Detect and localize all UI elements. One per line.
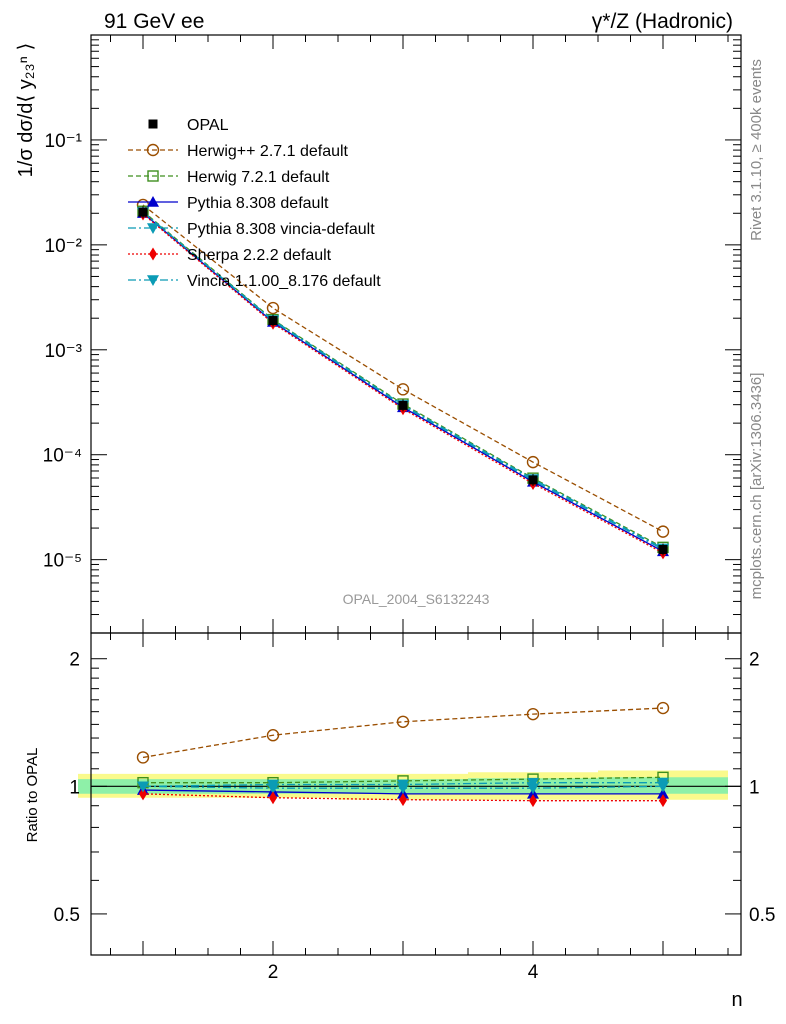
series-point-main [526,455,540,469]
legend-item-6: Vincia 1.1.00_8.176 default [128,273,381,290]
legend: OPAL Herwig++ 2.7.1 default Herwig 7.2.1 d… [128,117,381,290]
series-point-main [396,383,410,396]
reference-point [658,544,668,554]
main-y-tick-label: 10⁻³ [45,341,83,362]
x-tick-label: 2 [268,962,279,983]
series-point-ratio [529,794,537,808]
main-y-label: 1/σ dσ/d⟨ y₂₃ⁿ ⟩ [15,43,37,178]
ratio-y-label: Ratio to OPAL [24,748,41,843]
legend-marker [147,275,159,286]
legend-marker [149,247,157,261]
legend-item-0: OPAL [148,117,229,134]
legend-item-3: Pythia 8.308 default [128,195,329,212]
series-3 [137,207,669,795]
series-1 [137,205,669,789]
main-y-tick-label: 10⁻⁴ [43,446,82,467]
series-point-ratio [657,777,669,789]
series-point-ratio [139,787,147,801]
reference-point [398,400,408,410]
side-label-bottom: mcplots.cern.ch [arXiv:1306.3436] [748,373,765,600]
legend-item-4: Pythia 8.308 vincia-default [128,221,375,238]
series-point-ratio [266,729,280,742]
ratio-plot-frame [90,632,742,956]
series-point-ratio [527,777,539,789]
series-point-ratio [526,707,540,721]
reference-point [528,475,538,485]
reference-point [138,207,148,217]
ratio-y-tick-label-right: 1 [749,777,760,798]
legend-marker [147,223,159,234]
title-right: γ*/Z (Hadronic) [592,10,733,33]
ratio-y-tick-label-right: 0.5 [749,905,775,926]
legend-label: OPAL [187,117,229,134]
series-point-main [656,525,670,538]
reference-series [138,206,668,556]
series-point-main [266,301,280,315]
series-point-ratio [527,783,539,795]
series-layer [136,198,670,808]
legend-marker [148,119,158,129]
ratio-y-tick-label-left: 0.5 [54,905,80,926]
legend-label: Vincia 1.1.00_8.176 default [187,273,381,290]
legend-label: Pythia 8.308 vincia-default [187,221,375,238]
axis-ticks: 2 4 10⁻⁵ 10⁻⁴ 10⁻³ 10⁻² 10⁻¹ 0.5 0.5 1 1 2 2 [43,34,775,983]
series-point-ratio [657,787,669,799]
legend-marker [147,196,159,207]
ratio-y-tick-label-right: 2 [749,650,760,671]
ratio-y-tick-label-left: 2 [69,650,80,671]
series-point-ratio [267,779,279,791]
watermark: OPAL_2004_S6132243 [343,591,490,607]
series-point-ratio [659,794,667,808]
series-5 [137,207,669,793]
legend-label: Pythia 8.308 default [187,195,329,212]
bands-layer [78,770,741,800]
legend-label: Herwig++ 2.7.1 default [187,143,349,160]
legend-item-1: Herwig++ 2.7.1 default [128,143,349,160]
ratio-y-tick-label-left: 1 [69,777,80,798]
x-axis-label: n [731,989,742,1011]
x-tick-label: 4 [528,962,539,983]
series-4 [139,207,667,808]
side-label-top: Rivet 3.1.10, ≥ 400k events [748,59,765,241]
series-point-ratio [397,779,409,791]
legend-label: Herwig 7.2.1 default [187,169,330,186]
legend-item-2: Herwig 7.2.1 default [128,169,330,186]
series-point-ratio [399,793,407,807]
legend-marker [147,170,159,182]
legend-marker [146,143,160,157]
main-y-tick-label: 10⁻² [45,236,83,257]
reference-point [268,316,278,326]
legend-label: Sherpa 2.2.2 default [187,247,332,264]
title-left: 91 GeV ee [104,10,204,33]
series-point-ratio [269,791,277,805]
series-point-ratio [136,751,150,764]
series-point-ratio [656,701,670,715]
legend-item-5: Sherpa 2.2.2 default [128,247,332,264]
main-y-tick-label: 10⁻⁵ [43,551,82,572]
series-line-ratio [142,707,664,759]
main-y-tick-label: 10⁻¹ [45,131,83,152]
series-2 [137,207,669,799]
series-point-ratio [137,781,149,793]
series-point-ratio [396,715,410,728]
